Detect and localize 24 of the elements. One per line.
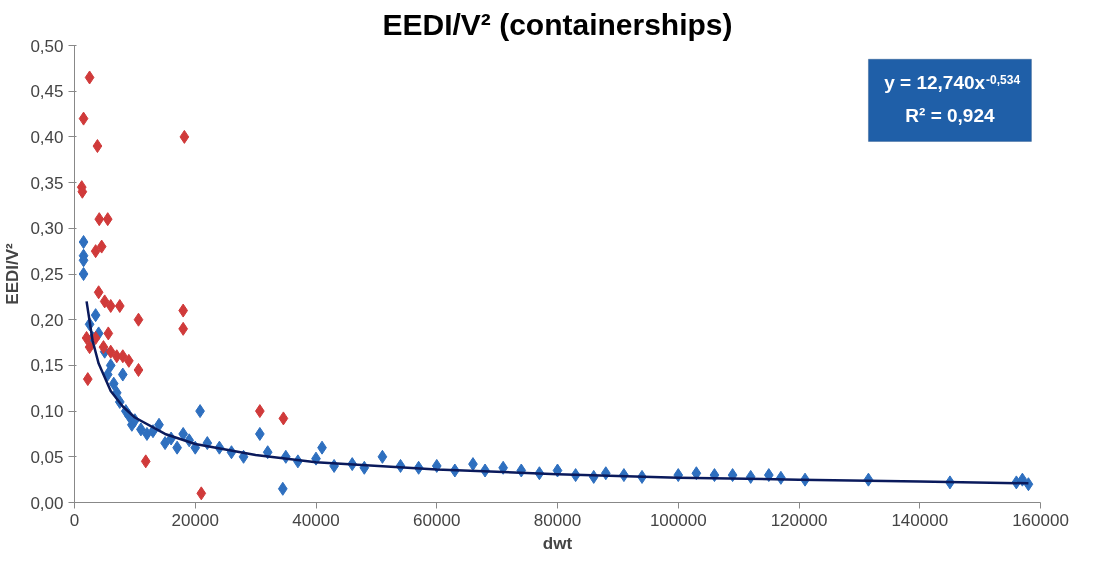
- annotation: R² = 0,924: [905, 104, 995, 126]
- x-tick-label: 60000: [413, 510, 461, 530]
- y-tick-label: 0,15: [30, 356, 64, 376]
- y-tick-label: 0,50: [30, 36, 64, 56]
- x-tick-label: 20000: [171, 510, 219, 530]
- y-axis-title: EEDI/V²: [3, 242, 23, 305]
- x-tick-label: 40000: [292, 510, 340, 530]
- y-tick-label: 0,00: [30, 493, 64, 513]
- y-tick-label: 0,40: [30, 127, 64, 147]
- y-tick-label: 0,35: [30, 173, 64, 193]
- y-tick-label: 0,20: [30, 310, 64, 330]
- y-tick-label: 0,10: [30, 402, 64, 422]
- x-tick-label: 100000: [649, 510, 707, 530]
- x-tick-label: 140000: [891, 510, 949, 530]
- y-tick-label: 0,25: [30, 265, 64, 284]
- chart-title: EEDI/V² (containerships): [382, 7, 733, 41]
- x-tick-label: 120000: [770, 510, 828, 530]
- x-tick-label: 160000: [1012, 510, 1069, 530]
- y-tick-label: 0,05: [30, 447, 64, 467]
- y-tick-label: 0,45: [30, 82, 64, 102]
- x-axis-title: dwt: [542, 533, 573, 553]
- y-tick-label: 0,30: [30, 219, 64, 239]
- x-tick-label: 80000: [533, 510, 582, 530]
- x-tick-label: 0: [69, 510, 80, 530]
